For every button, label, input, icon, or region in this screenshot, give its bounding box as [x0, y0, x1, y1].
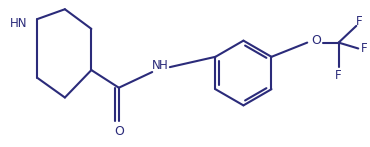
Text: F: F	[335, 69, 342, 82]
Text: F: F	[361, 42, 367, 55]
Text: F: F	[356, 15, 363, 27]
Text: N: N	[152, 59, 161, 72]
Text: O: O	[114, 125, 124, 138]
Text: O: O	[311, 34, 321, 47]
Text: H: H	[159, 59, 167, 72]
Text: HN: HN	[10, 17, 27, 30]
